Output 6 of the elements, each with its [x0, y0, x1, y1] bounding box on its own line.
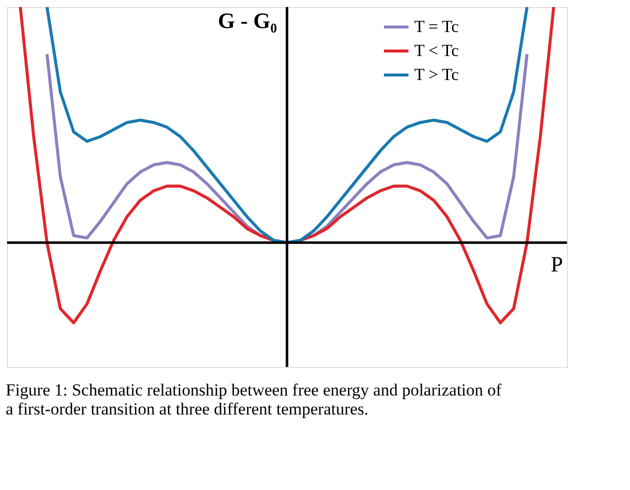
- caption: Figure 1: Schematic relationship between free energy and polarization of a first-order transition at three different temperatures.: [6, 380, 502, 418]
- legend-label: T = Tc: [414, 17, 460, 36]
- legend-label: T < Tc: [414, 41, 460, 60]
- x-axis-title: P: [550, 252, 563, 277]
- legend-label: T > Tc: [414, 65, 460, 84]
- y-axis-title: G - G₀: [218, 8, 278, 33]
